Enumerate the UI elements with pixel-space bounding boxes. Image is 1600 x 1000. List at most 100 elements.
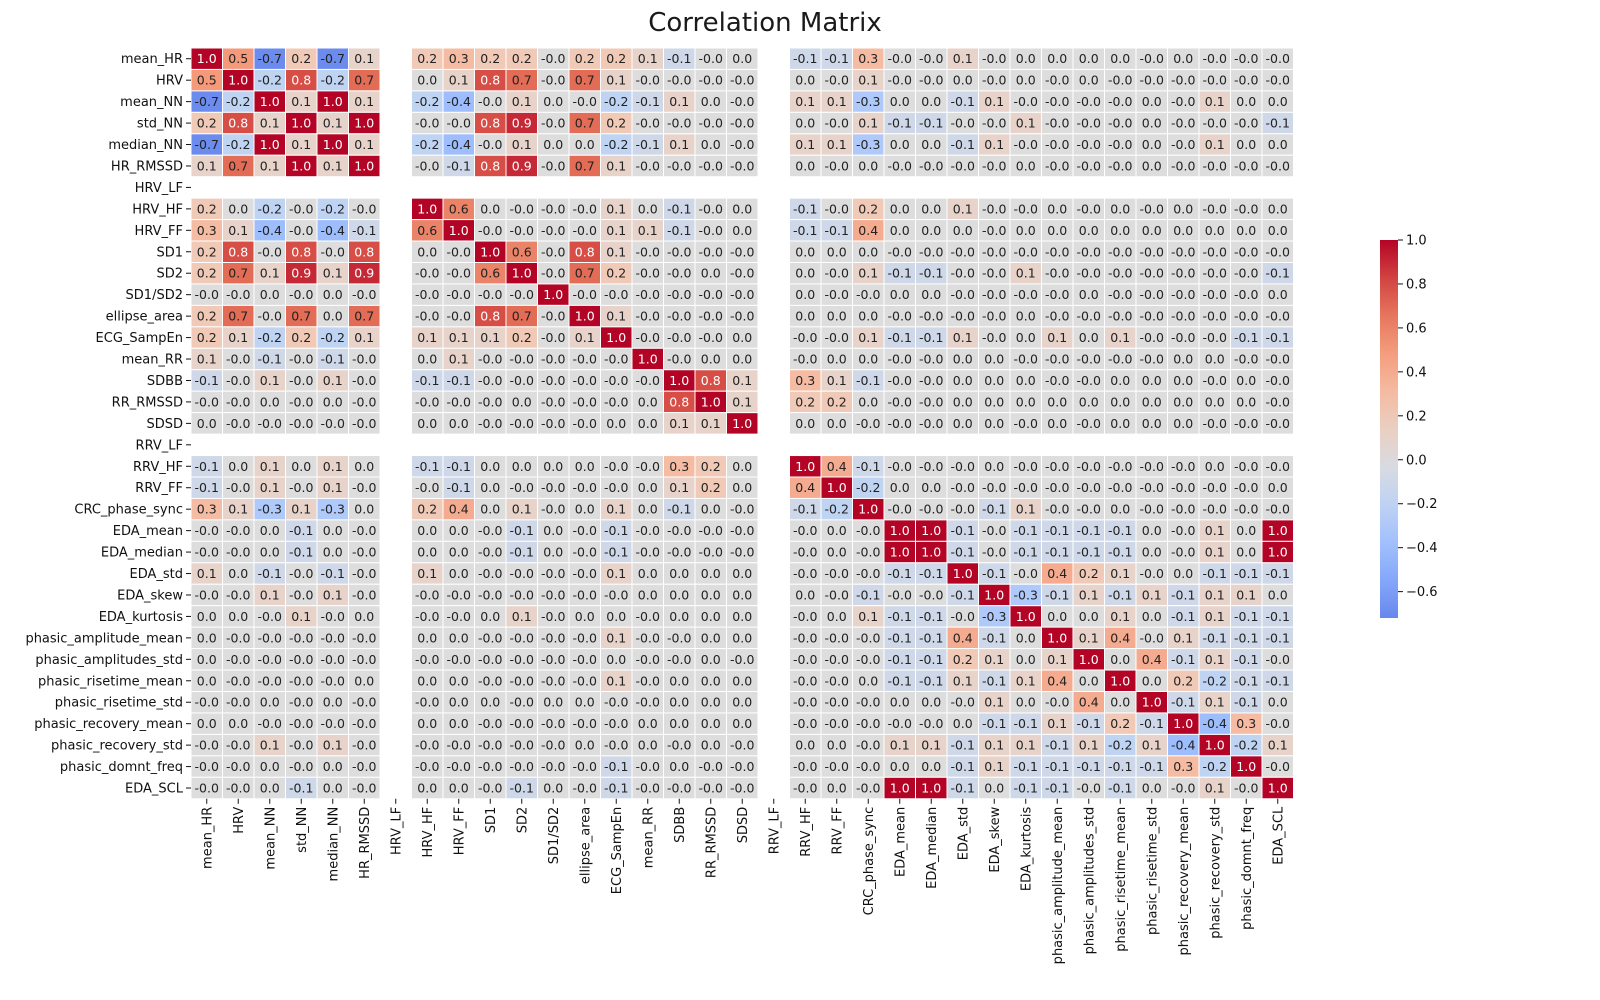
heatmap-cell: -0.0 — [1198, 68, 1231, 92]
heatmap-cell: 0.0 — [253, 776, 286, 800]
cell-value-label: -0.3 — [982, 609, 1006, 624]
cell-value-label: 0.0 — [1173, 352, 1193, 367]
column-label: phasic_domnt_freq — [1240, 807, 1255, 930]
heatmap-cell: 0.1 — [190, 562, 223, 585]
heatmap-cell: 0.1 — [1135, 733, 1168, 757]
cell-value-label: 0.1 — [291, 609, 311, 624]
cell-value-label: -0.0 — [730, 759, 754, 774]
cell-value-label: -0.0 — [730, 244, 754, 259]
cell-value-label: -0.0 — [541, 609, 565, 624]
cell-value-label: 0.0 — [543, 695, 563, 710]
cell-value-label: -0.0 — [699, 330, 723, 345]
cell-value-label: 0.0 — [543, 545, 563, 560]
heatmap-cell: -0.0 — [978, 519, 1011, 542]
heatmap-cell: -0.1 — [883, 626, 916, 650]
heatmap-cell: 0.0 — [1135, 390, 1168, 414]
cell-value-label: -0.0 — [289, 373, 313, 388]
heatmap-cell: -0.0 — [1230, 304, 1263, 328]
heatmap-cell: -0.0 — [190, 776, 223, 800]
heatmap-cell: -0.0 — [348, 540, 381, 564]
heatmap-cell: -0.1 — [978, 669, 1011, 692]
heatmap-cell: -0.0 — [852, 733, 885, 757]
heatmap-cell: 0.1 — [222, 326, 255, 349]
heatmap-cell: -0.0 — [1167, 497, 1200, 521]
cell-value-label: 1.0 — [669, 373, 689, 388]
heatmap-cell: 0.1 — [1009, 733, 1042, 757]
heatmap-cell: 0.2 — [190, 197, 223, 221]
cell-value-label: -0.0 — [667, 330, 691, 345]
heatmap-cell: -0.0 — [883, 47, 916, 70]
heatmap-cell: -0.0 — [1041, 133, 1074, 156]
cell-value-label: -0.1 — [1108, 545, 1132, 560]
cell-value-label: -0.0 — [478, 416, 502, 431]
cell-value-label: -0.0 — [1203, 266, 1227, 281]
heatmap-cell: -0.0 — [1104, 133, 1137, 156]
heatmap-cell: 0.0 — [1104, 412, 1137, 435]
heatmap-cell: -0.0 — [789, 755, 822, 778]
cell-value-label: -0.0 — [1077, 309, 1101, 324]
cell-value-label: 0.0 — [449, 523, 469, 538]
heatmap-cell: -0.1 — [1198, 626, 1231, 650]
cell-value-label: -0.0 — [982, 244, 1006, 259]
heatmap-cell: 0.4 — [852, 219, 885, 242]
heatmap-cell: -0.0 — [1167, 540, 1200, 564]
cell-value-label: 0.2 — [1079, 566, 1099, 581]
heatmap-cell: -0.0 — [222, 626, 255, 650]
heatmap-cell: -0.0 — [348, 648, 381, 671]
cell-value-label: -0.0 — [510, 287, 534, 302]
cell-value-label: 0.1 — [197, 158, 217, 173]
heatmap-cell: -0.1 — [852, 455, 885, 478]
heatmap-cell: -0.0 — [537, 219, 570, 242]
heatmap-cell: -0.0 — [1261, 304, 1294, 328]
cell-value-label: -0.0 — [1140, 480, 1164, 495]
heatmap-cell: -0.0 — [222, 390, 255, 414]
cell-value-label: 0.0 — [323, 545, 343, 560]
heatmap-cell: -0.0 — [946, 455, 979, 478]
heatmap-cell: -0.0 — [1135, 304, 1168, 328]
cell-value-label: -0.1 — [1045, 523, 1069, 538]
heatmap-cell: 0.2 — [1167, 669, 1200, 692]
cell-value-label: 0.2 — [795, 394, 815, 409]
heatmap-cell: 0.0 — [1167, 562, 1200, 585]
cell-value-label: 0.8 — [228, 244, 248, 259]
cell-value-label: -0.0 — [541, 244, 565, 259]
colorbar-tick-label: −0.2 — [1406, 497, 1438, 512]
cell-value-label: -0.1 — [604, 545, 628, 560]
cell-value-label: 0.0 — [701, 566, 721, 581]
heatmap-cell: 0.4 — [1041, 562, 1074, 585]
cell-value-label: -0.0 — [636, 116, 660, 131]
heatmap-cell: -0.1 — [946, 133, 979, 156]
cell-value-label: -0.1 — [1045, 781, 1069, 796]
heatmap-cell: -0.0 — [1072, 111, 1105, 135]
heatmap-cell: 0.0 — [726, 219, 759, 242]
cell-value-label: 0.0 — [1173, 201, 1193, 216]
heatmap-cell: 0.0 — [631, 197, 664, 221]
cell-value-label: -0.0 — [1108, 287, 1132, 302]
cell-value-label: -0.0 — [856, 566, 880, 581]
heatmap-cell: 1.0 — [253, 133, 286, 156]
cell-value-label: -0.0 — [1171, 309, 1195, 324]
heatmap-cell: -0.0 — [1041, 154, 1074, 178]
heatmap-cell: 1.0 — [442, 219, 475, 242]
cell-value-label: -0.0 — [478, 373, 502, 388]
cell-value-label: 0.0 — [669, 587, 689, 602]
cell-value-label: 0.1 — [669, 480, 689, 495]
heatmap-cell: 0.1 — [1198, 648, 1231, 671]
heatmap-cell: 0.0 — [883, 283, 916, 306]
cell-value-label: 0.0 — [732, 201, 752, 216]
heatmap-cell: -0.0 — [537, 755, 570, 778]
heatmap-cell: -0.0 — [442, 755, 475, 778]
heatmap-cell: -0.0 — [978, 262, 1011, 285]
cell-value-label: -0.1 — [951, 587, 975, 602]
heatmap-cell: -0.0 — [726, 111, 759, 135]
cell-value-label: 0.0 — [1142, 609, 1162, 624]
heatmap-cell: -0.0 — [946, 304, 979, 328]
heatmap-cell: 0.1 — [1041, 648, 1074, 671]
cell-value-label: -0.0 — [541, 373, 565, 388]
cell-value-label: -0.0 — [226, 394, 250, 409]
heatmap-cell: 0.0 — [1135, 90, 1168, 113]
heatmap-cell: -0.0 — [537, 497, 570, 521]
heatmap-cell: 0.0 — [1261, 583, 1294, 607]
heatmap-cell: -0.0 — [537, 626, 570, 650]
heatmap-cell: 0.7 — [348, 68, 381, 92]
